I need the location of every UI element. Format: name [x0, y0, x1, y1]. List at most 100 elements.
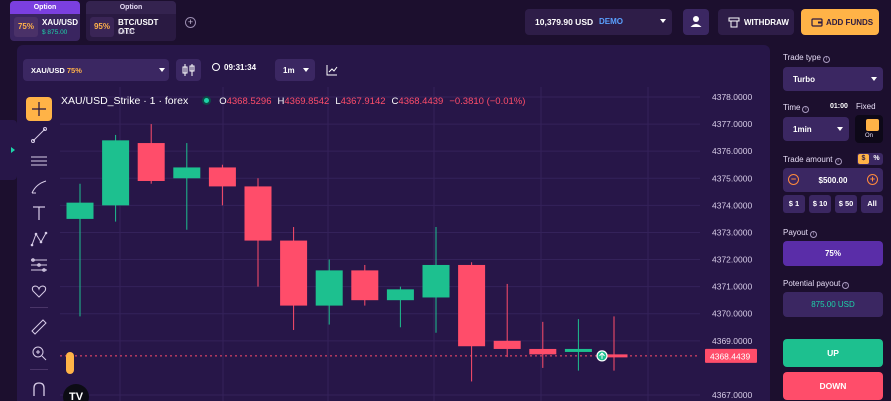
info-icon[interactable]: i — [834, 158, 842, 165]
price-tick-label: 4376.0000 — [712, 146, 752, 156]
indicators-button[interactable] — [176, 59, 201, 81]
asset-tab-btcusdt[interactable]: Option 95% BTC/USDT OTC $0.00 — [86, 1, 176, 41]
account-type: DEMO — [599, 17, 623, 26]
chevron-down-icon — [871, 77, 877, 81]
price-tick-label: 4374.0000 — [712, 200, 752, 210]
withdraw-button[interactable]: WITHDRAW — [718, 9, 794, 35]
asset-selector[interactable]: XAU/USD 75% — [23, 59, 169, 81]
withdraw-icon — [728, 17, 740, 28]
candle — [351, 264, 379, 306]
chart-grid — [60, 87, 700, 401]
add-funds-button[interactable]: ADD FUNDS — [801, 9, 879, 35]
asset-tab-type: Option — [86, 1, 176, 14]
time-dropdown[interactable]: 1min — [783, 117, 849, 141]
text-tool[interactable] — [26, 201, 52, 225]
down-button[interactable]: DOWN — [783, 372, 883, 400]
price-tick-label: 4370.0000 — [712, 309, 752, 319]
close-value: 4368.4439 — [398, 96, 444, 107]
ruler-tool[interactable] — [26, 315, 52, 339]
candle-body — [386, 289, 414, 301]
balance-dropdown[interactable]: 10,379.90 USD DEMO — [525, 9, 672, 35]
info-icon[interactable]: i — [822, 56, 830, 63]
trade-type-label: Trade type i — [783, 53, 883, 63]
trend-line-icon — [31, 127, 47, 143]
toolbar-divider — [30, 307, 48, 308]
sidebar-expand-handle[interactable] — [0, 120, 17, 180]
timeframe-selector[interactable]: 1m — [275, 59, 315, 81]
candle-body — [600, 354, 628, 358]
fib-tool[interactable] — [26, 253, 52, 277]
favorites-tool[interactable] — [26, 279, 52, 303]
brush-tool[interactable] — [26, 175, 52, 199]
info-icon[interactable]: i — [809, 231, 817, 238]
asset-tab-payout: 95% — [90, 17, 114, 37]
asset-tab-name: XAU/USD — [42, 18, 79, 27]
candle-body — [529, 348, 557, 355]
open-value: 4368.5296 — [226, 96, 272, 107]
user-profile-button[interactable] — [683, 9, 709, 35]
chevron-down-icon — [159, 68, 165, 72]
market-status-icon — [202, 96, 212, 105]
horizontal-lines-icon — [31, 156, 47, 166]
quick-amount-1[interactable]: $ 1 — [783, 195, 805, 213]
asset-tab-name: BTC/USDT OTC — [118, 18, 159, 36]
info-icon[interactable]: i — [842, 282, 850, 289]
potential-payout-value: 875.00 USD — [783, 292, 883, 317]
ohlc-legend: XAU/USD_Strike · 1 · forex O4368.5296 H436… — [61, 95, 531, 110]
candle — [422, 227, 450, 333]
candle-body — [208, 167, 236, 187]
horizontal-lines-tool[interactable] — [26, 149, 52, 173]
top-bar: Option 75% XAU/USD $ 875.00 Option 95% B… — [0, 0, 891, 44]
time-label: Time i — [783, 103, 823, 113]
candle — [280, 227, 308, 330]
percent-mode[interactable]: % — [873, 155, 880, 162]
candle-body — [102, 140, 130, 206]
price-tick-label: 4367.0000 — [712, 390, 752, 400]
amount-mode-toggle[interactable]: $ % — [857, 153, 883, 165]
add-tab-icon[interactable]: + — [185, 17, 196, 28]
up-button[interactable]: UP — [783, 339, 883, 367]
potential-payout-label-text: Potential payout — [783, 279, 841, 288]
plus-icon[interactable]: + — [867, 174, 878, 185]
chart-panel — [17, 45, 770, 401]
timeline-handle[interactable] — [66, 352, 74, 374]
quick-amount-all[interactable]: All — [861, 195, 883, 213]
dollar-mode[interactable]: $ — [858, 154, 869, 164]
payout-label-text: Payout — [783, 228, 808, 237]
quick-amount-50[interactable]: $ 50 — [835, 195, 857, 213]
price-chart[interactable]: 4378.0000 4377.0000 4376.0000 4375.0000 4374… — [60, 87, 760, 401]
info-icon[interactable]: i — [802, 106, 810, 113]
minus-icon[interactable]: − — [788, 174, 799, 185]
candle — [529, 321, 557, 368]
pattern-tool[interactable] — [26, 227, 52, 251]
price-tick-label: 4369.0000 — [712, 336, 752, 346]
asset-selector-payout: 75% — [66, 66, 82, 75]
chart-type-icon[interactable] — [326, 64, 338, 76]
ruler-icon — [31, 319, 47, 335]
fixed-toggle[interactable]: On — [855, 115, 883, 143]
asset-tab-xauusd[interactable]: Option 75% XAU/USD $ 875.00 — [10, 1, 80, 41]
user-icon — [690, 16, 702, 27]
high-value: 4369.8542 — [284, 96, 330, 107]
low-label: L — [335, 96, 341, 107]
crosshair-tool[interactable] — [26, 97, 52, 121]
trade-type-dropdown[interactable]: Turbo — [783, 67, 883, 91]
trend-line-tool[interactable] — [26, 123, 52, 147]
asset-tab-amount: $ 875.00 — [42, 29, 68, 36]
magnet-tool[interactable] — [26, 377, 52, 401]
candle-body — [66, 202, 94, 219]
close-label: C — [391, 96, 399, 107]
asset-tab-payout: 75% — [14, 17, 38, 37]
chevron-down-icon — [303, 68, 309, 72]
timeframe-value: 1m — [283, 66, 295, 75]
indicators-icon — [182, 64, 195, 76]
zoom-tool[interactable] — [26, 341, 52, 365]
quick-amount-10[interactable]: $ 10 — [809, 195, 831, 213]
candle — [600, 316, 628, 371]
zoom-in-icon — [32, 346, 47, 361]
trade-amount-value[interactable]: $500.00 — [818, 176, 848, 185]
candle-body — [564, 348, 592, 352]
candle-body — [315, 270, 343, 306]
heart-icon — [31, 285, 47, 298]
candle — [208, 164, 236, 206]
